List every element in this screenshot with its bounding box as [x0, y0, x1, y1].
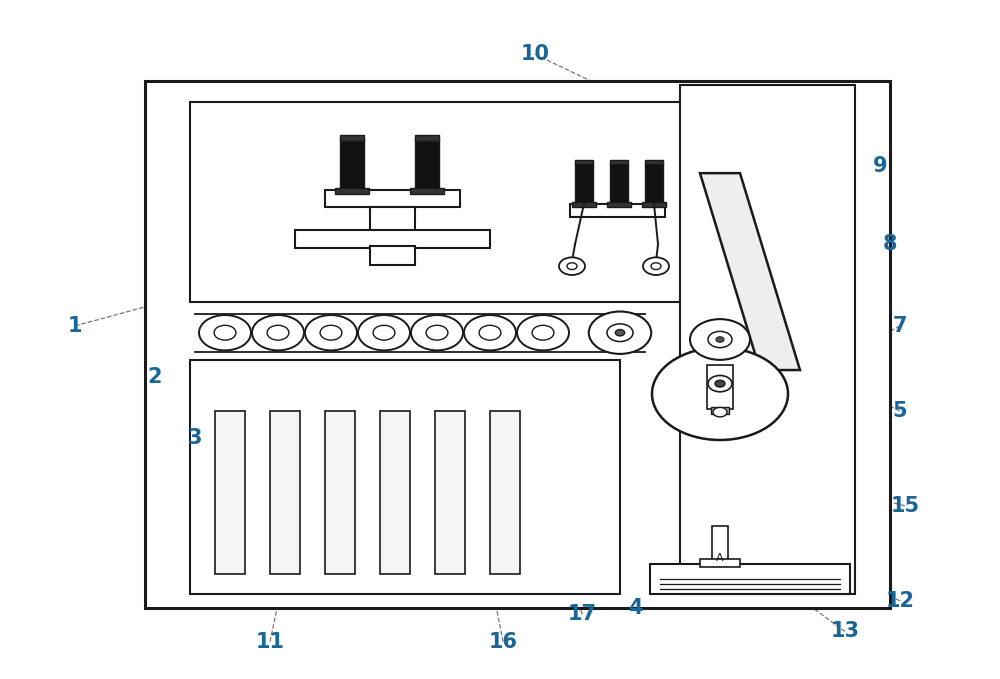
- Circle shape: [464, 315, 516, 350]
- Bar: [700, 559, 740, 567]
- Text: 5: 5: [893, 401, 907, 421]
- Circle shape: [716, 337, 724, 342]
- Bar: [190, 102, 845, 302]
- Bar: [415, 135, 439, 141]
- Text: 17: 17: [568, 604, 596, 625]
- Circle shape: [358, 315, 410, 350]
- Circle shape: [199, 315, 251, 350]
- Text: 15: 15: [890, 496, 920, 516]
- Circle shape: [411, 315, 463, 350]
- Text: 9: 9: [873, 156, 887, 177]
- Bar: [607, 202, 631, 207]
- Bar: [370, 207, 415, 231]
- Bar: [711, 407, 729, 414]
- Bar: [610, 160, 628, 164]
- Bar: [610, 163, 628, 204]
- Bar: [575, 160, 593, 164]
- Circle shape: [373, 325, 395, 340]
- Circle shape: [559, 257, 585, 275]
- Bar: [575, 163, 593, 204]
- Circle shape: [479, 325, 501, 340]
- Circle shape: [708, 375, 732, 392]
- Bar: [270, 411, 300, 574]
- Circle shape: [426, 325, 448, 340]
- Bar: [295, 230, 490, 248]
- Circle shape: [532, 325, 554, 340]
- Circle shape: [214, 325, 236, 340]
- Circle shape: [651, 263, 661, 270]
- Text: 8: 8: [883, 234, 897, 255]
- Bar: [190, 360, 620, 594]
- Circle shape: [713, 407, 727, 417]
- Bar: [712, 526, 728, 564]
- Text: 3: 3: [188, 428, 202, 448]
- Bar: [380, 411, 410, 574]
- Circle shape: [715, 380, 725, 387]
- Text: 2: 2: [148, 367, 162, 387]
- Circle shape: [643, 257, 669, 275]
- Bar: [145, 81, 890, 608]
- Bar: [370, 246, 415, 265]
- Circle shape: [305, 315, 357, 350]
- Circle shape: [652, 348, 788, 440]
- Circle shape: [267, 325, 289, 340]
- Bar: [410, 188, 444, 194]
- Bar: [490, 411, 520, 574]
- Circle shape: [708, 331, 732, 348]
- Text: 1: 1: [68, 316, 82, 336]
- Circle shape: [252, 315, 304, 350]
- Bar: [340, 135, 364, 141]
- Circle shape: [607, 324, 633, 342]
- Text: 11: 11: [256, 631, 285, 652]
- Text: 16: 16: [488, 631, 518, 652]
- Bar: [570, 204, 665, 217]
- Circle shape: [320, 325, 342, 340]
- Circle shape: [690, 319, 750, 360]
- Bar: [572, 202, 596, 207]
- Bar: [340, 139, 364, 190]
- Bar: [650, 564, 850, 594]
- Bar: [325, 190, 460, 207]
- Polygon shape: [700, 173, 800, 370]
- Text: 7: 7: [893, 316, 907, 336]
- Text: 12: 12: [886, 591, 914, 611]
- Text: 10: 10: [520, 44, 550, 65]
- Circle shape: [589, 312, 651, 354]
- Circle shape: [517, 315, 569, 350]
- Bar: [435, 411, 465, 574]
- Bar: [645, 163, 663, 204]
- Bar: [325, 411, 355, 574]
- Bar: [680, 85, 855, 594]
- Bar: [215, 411, 245, 574]
- Text: 13: 13: [830, 621, 860, 642]
- Bar: [415, 139, 439, 190]
- Text: A: A: [716, 553, 724, 563]
- Circle shape: [615, 329, 625, 336]
- Bar: [642, 202, 666, 207]
- Circle shape: [567, 263, 577, 270]
- Bar: [335, 188, 369, 194]
- Text: 4: 4: [628, 598, 642, 618]
- Bar: [645, 160, 663, 164]
- Bar: [707, 365, 733, 409]
